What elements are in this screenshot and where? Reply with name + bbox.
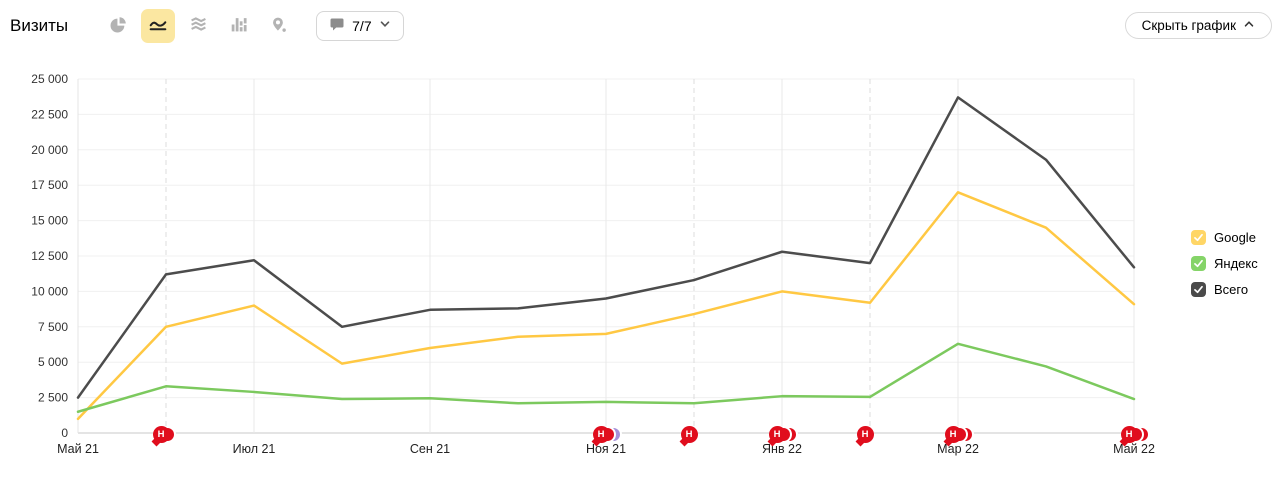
- x-axis-label: Янв 22: [762, 442, 802, 456]
- legend-label: Google: [1214, 230, 1256, 245]
- legend-label: Яндекс: [1214, 256, 1258, 271]
- comment-bubble-icon: Н: [1120, 426, 1138, 443]
- y-axis-label: 15 000: [31, 214, 68, 228]
- comment-bubble-icon: Н: [768, 426, 786, 443]
- x-axis-label: Мар 22: [937, 442, 979, 456]
- y-axis-label: 22 500: [31, 107, 68, 121]
- legend-item-google[interactable]: Google: [1191, 230, 1258, 245]
- series-line-google: [76, 191, 1136, 421]
- speech-bubble-icon: [329, 16, 345, 37]
- chart-legend: Google Яндекс Всего: [1191, 230, 1258, 308]
- hide-chart-button[interactable]: Скрыть график: [1124, 12, 1272, 39]
- comment-marker[interactable]: Н: [768, 426, 798, 443]
- y-axis-label: 17 500: [31, 178, 68, 192]
- chevron-down-icon: [379, 17, 391, 35]
- comments-dropdown-button[interactable]: 7/7: [316, 11, 404, 41]
- hide-chart-label: Скрыть график: [1141, 18, 1236, 33]
- line-chart-icon: [149, 16, 167, 37]
- comment-bubble-icon: Н: [944, 426, 962, 443]
- comment-marker[interactable]: Н: [680, 426, 698, 443]
- y-axis-label: 20 000: [31, 143, 68, 157]
- x-axis-label: Июл 21: [233, 442, 276, 456]
- chevron-up-icon: [1243, 18, 1255, 33]
- page-title: Визиты: [10, 16, 69, 35]
- series-line-всего: [76, 96, 1136, 399]
- legend-label: Всего: [1214, 282, 1249, 297]
- comment-marker[interactable]: Н: [1120, 426, 1150, 443]
- y-axis-label: 10 000: [31, 284, 68, 298]
- chart-type-pie-button[interactable]: [101, 9, 135, 43]
- comment-bubble-icon: Н: [592, 426, 610, 443]
- y-axis-label: 12 500: [31, 249, 68, 263]
- comment-marker[interactable]: Н: [152, 426, 176, 443]
- y-axis-label: 5 000: [38, 355, 68, 369]
- chart-type-line-button[interactable]: [141, 9, 176, 43]
- checkbox-checked-icon: [1191, 256, 1206, 271]
- comment-bubble-icon: Н: [152, 426, 170, 443]
- comments-count: 7/7: [352, 18, 372, 34]
- comment-marker[interactable]: Н: [592, 426, 622, 443]
- chart-type-map-button[interactable]: [261, 9, 295, 43]
- pie-chart-icon: [110, 16, 127, 36]
- checkbox-checked-icon: [1191, 282, 1206, 297]
- series-line-яндекс: [76, 342, 1136, 414]
- bar-chart-icon: [230, 16, 247, 36]
- visits-line-chart[interactable]: 0 2 500 5 000 7 500 10 000 12 500 15 000 17 500…: [0, 58, 1280, 468]
- chart-header: Визиты: [10, 8, 404, 44]
- chart-type-area-button[interactable]: [181, 9, 215, 43]
- x-axis-label: Май 21: [57, 442, 99, 456]
- legend-item-yandex[interactable]: Яндекс: [1191, 256, 1258, 271]
- map-pin-icon: [270, 16, 287, 36]
- y-axis-label: 25 000: [31, 72, 68, 86]
- x-axis-label: Сен 21: [410, 442, 450, 456]
- y-axis-label: 0: [61, 426, 68, 440]
- x-axis-label: Ноя 21: [586, 442, 626, 456]
- y-axis-label: 2 500: [38, 391, 68, 405]
- legend-item-total[interactable]: Всего: [1191, 282, 1258, 297]
- chart-type-columns-button[interactable]: [221, 9, 255, 43]
- stacked-area-icon: [190, 16, 207, 36]
- checkbox-checked-icon: [1191, 230, 1206, 245]
- comment-bubble-icon: Н: [856, 426, 874, 443]
- y-axis-label: 7 500: [38, 320, 68, 334]
- comment-marker[interactable]: Н: [856, 426, 874, 443]
- comment-bubble-icon: Н: [680, 426, 698, 443]
- comment-marker[interactable]: Н: [944, 426, 974, 443]
- x-axis-label: Май 22: [1113, 442, 1155, 456]
